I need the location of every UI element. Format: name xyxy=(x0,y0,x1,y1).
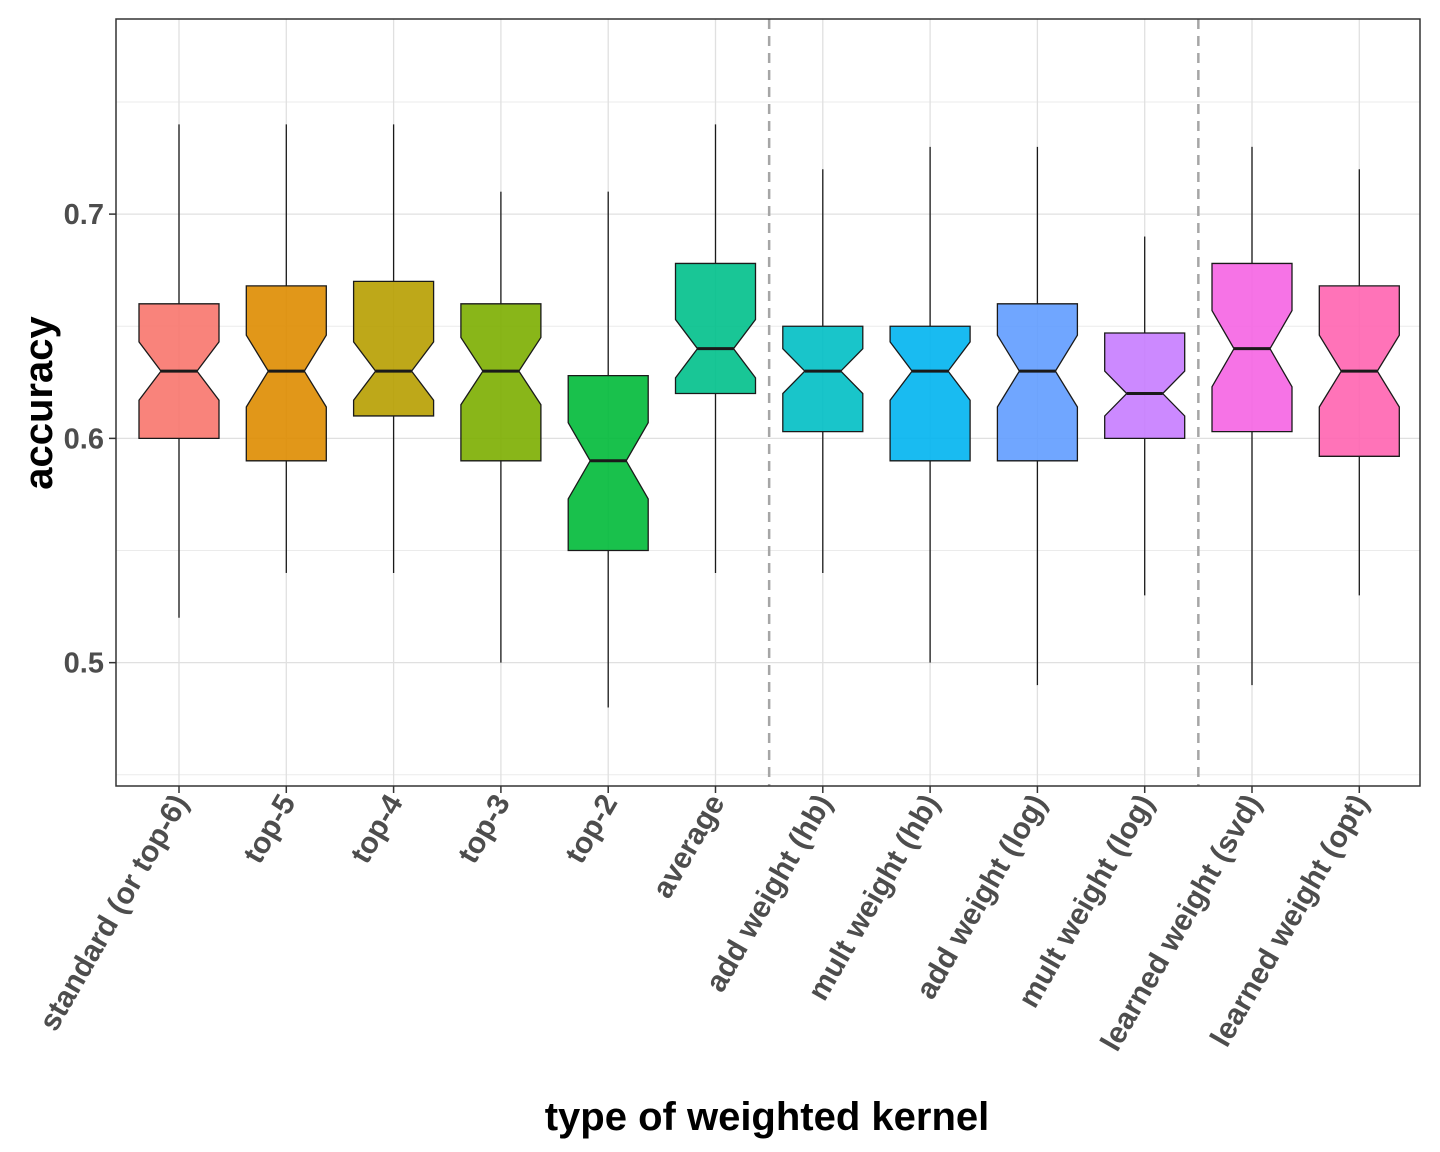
box-7 xyxy=(782,169,864,573)
box-8 xyxy=(889,146,971,663)
box-6 xyxy=(674,124,757,573)
x-tick-label: top-5 xyxy=(237,789,302,869)
notched-box xyxy=(460,303,542,462)
notched-box xyxy=(996,303,1079,462)
notched-box xyxy=(352,280,435,417)
notched-box xyxy=(782,325,864,433)
box-4 xyxy=(460,191,542,663)
x-axis: standard (or top-6) top-5 top-4 top-3 top-2 a… xyxy=(33,786,1375,1057)
box-5 xyxy=(567,191,649,708)
notched-box xyxy=(889,325,971,462)
box-12 xyxy=(1318,169,1400,596)
box-9 xyxy=(996,146,1079,686)
notched-box xyxy=(567,374,649,552)
notched-box xyxy=(245,285,327,462)
group-separators xyxy=(767,19,1200,786)
x-tick-label: standard (or top-6) xyxy=(33,789,195,1036)
panel-border xyxy=(115,18,1421,787)
y-tick-label: 0.6 xyxy=(64,423,104,455)
y-axis: 0.5 0.6 0.7 xyxy=(64,199,116,680)
x-tick-label: top-3 xyxy=(452,789,517,869)
x-tick-label: top-2 xyxy=(559,789,624,869)
y-tick-label: 0.5 xyxy=(64,648,104,680)
box-11 xyxy=(1211,146,1293,686)
x-axis-title: type of weighted kernel xyxy=(545,1095,990,1139)
x-tick-label: average xyxy=(646,789,731,904)
notched-box xyxy=(1104,332,1186,440)
boxes xyxy=(138,124,1400,708)
y-tick-label: 0.7 xyxy=(64,199,104,231)
notched-box xyxy=(674,262,757,395)
box-2 xyxy=(245,124,327,573)
x-tick-label: top-4 xyxy=(344,789,409,869)
y-axis-title: accuracy xyxy=(17,316,61,490)
box-3 xyxy=(352,124,435,573)
box-10 xyxy=(1104,236,1186,596)
box-1 xyxy=(138,124,220,618)
